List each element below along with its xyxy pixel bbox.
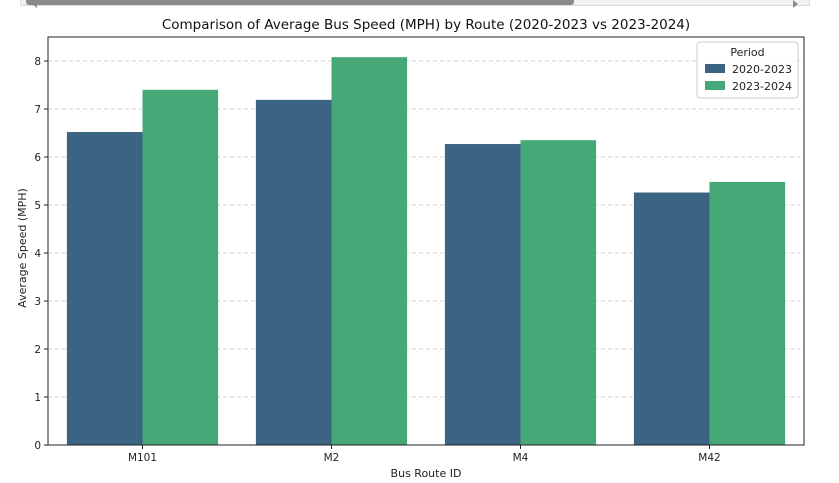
chart-title: Comparison of Average Bus Speed (MPH) by… <box>162 17 690 33</box>
y-tick-label: 6 <box>34 152 41 164</box>
bar-m2-2020-2023 <box>255 99 332 445</box>
bar-m2-2023-2024 <box>331 57 408 445</box>
bar-m4-2020-2023 <box>444 144 521 446</box>
bar-m101-2020-2023 <box>66 132 143 446</box>
scroll-left-arrow-icon[interactable] <box>32 0 37 8</box>
y-tick-label: 0 <box>34 440 41 452</box>
bar-m42-2020-2023 <box>633 192 710 445</box>
legend-swatch <box>705 64 725 73</box>
legend-entry: 2020-2023 <box>732 63 792 76</box>
y-tick-label: 7 <box>34 104 41 116</box>
x-tick-label: M101 <box>128 452 157 464</box>
y-tick-label: 5 <box>34 200 41 212</box>
bar-m4-2023-2024 <box>520 140 597 445</box>
x-axis-ticks: M101 M2 M4 M42 <box>128 445 721 464</box>
y-tick-label: 8 <box>34 56 41 68</box>
y-axis-label: Average Speed (MPH) <box>16 188 29 308</box>
x-tick-label: M2 <box>324 452 340 464</box>
x-axis-label: Bus Route ID <box>391 467 462 480</box>
x-tick-label: M42 <box>698 452 720 464</box>
legend-swatch <box>705 81 725 90</box>
legend-title: Period <box>730 46 764 59</box>
scrollbar-thumb[interactable] <box>26 0 574 5</box>
bars <box>66 57 786 446</box>
bar-m101-2023-2024 <box>142 89 219 446</box>
y-tick-label: 1 <box>34 392 41 404</box>
y-tick-label: 4 <box>34 248 41 260</box>
y-tick-label: 2 <box>34 344 41 356</box>
legend: Period 2020-2023 2023-2024 <box>696 41 799 99</box>
y-tick-label: 3 <box>34 296 41 308</box>
scroll-right-arrow-icon[interactable] <box>793 0 798 8</box>
axes-frame <box>47 36 805 446</box>
y-axis-ticks: 0 1 2 3 4 5 6 7 8 <box>34 56 48 452</box>
bar-m42-2023-2024 <box>709 181 786 445</box>
legend-entry: 2023-2024 <box>732 80 792 93</box>
x-tick-label: M4 <box>513 452 529 464</box>
